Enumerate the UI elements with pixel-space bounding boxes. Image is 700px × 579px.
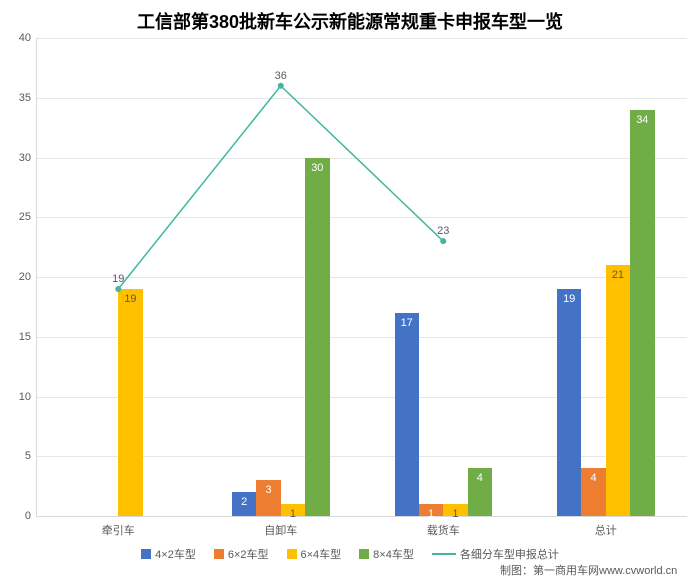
y-tick-label: 35 [19, 92, 37, 104]
legend-label: 各细分车型申报总计 [460, 546, 559, 562]
bar-value-label: 4 [581, 472, 605, 484]
legend-swatch [214, 549, 224, 559]
y-tick-label: 5 [25, 450, 37, 462]
legend-swatch [287, 549, 297, 559]
y-tick-label: 20 [19, 271, 37, 283]
legend-label: 8×4车型 [373, 546, 414, 562]
gridline [37, 98, 687, 99]
line-value-label: 19 [112, 273, 124, 285]
legend-label: 4×2车型 [155, 546, 196, 562]
gridline [37, 158, 687, 159]
bar-value-label: 1 [281, 508, 305, 520]
legend-item: 6×2车型 [214, 546, 269, 562]
x-tick-label: 总计 [595, 516, 617, 538]
bar-value-label: 1 [443, 508, 467, 520]
bar: 4 [581, 468, 605, 516]
legend-swatch [141, 549, 151, 559]
legend-swatch [359, 549, 369, 559]
credit-text: 制图：第一商用车网www.cvworld.cn [500, 562, 677, 578]
legend-item: 4×2车型 [141, 546, 196, 562]
line-marker [278, 83, 284, 89]
gridline [37, 277, 687, 278]
x-tick-label: 牵引车 [102, 516, 135, 538]
legend-label: 6×4车型 [301, 546, 342, 562]
legend-item: 6×4车型 [287, 546, 342, 562]
legend-label: 6×2车型 [228, 546, 269, 562]
bar-value-label: 19 [118, 293, 142, 305]
bar: 19 [557, 289, 581, 516]
y-tick-label: 0 [25, 510, 37, 522]
bar-value-label: 4 [468, 472, 492, 484]
bar-value-label: 34 [630, 114, 654, 126]
plot-area: 0510152025303540牵引车19自卸车23130载货车17114总计1… [36, 38, 687, 517]
line-marker [440, 238, 446, 244]
bar: 1 [443, 504, 467, 516]
bar: 3 [256, 480, 280, 516]
bar-value-label: 3 [256, 484, 280, 496]
y-tick-label: 30 [19, 152, 37, 164]
legend-item: 8×4车型 [359, 546, 414, 562]
bar-value-label: 30 [305, 162, 329, 174]
bar: 17 [395, 313, 419, 516]
bar-value-label: 19 [557, 293, 581, 305]
line-series [118, 86, 443, 289]
bar: 1 [419, 504, 443, 516]
chart-title: 工信部第380批新车公示新能源常规重卡申报车型一览 [0, 8, 700, 34]
bar-value-label: 1 [419, 508, 443, 520]
bar: 34 [630, 110, 654, 516]
gridline [37, 217, 687, 218]
bar: 4 [468, 468, 492, 516]
legend: 4×2车型 6×2车型 6×4车型 8×4车型 各细分车型申报总计 [0, 546, 700, 562]
bar: 30 [305, 158, 329, 517]
y-tick-label: 40 [19, 32, 37, 44]
y-tick-label: 25 [19, 211, 37, 223]
gridline [37, 38, 687, 39]
bar-value-label: 17 [395, 317, 419, 329]
bar: 1 [281, 504, 305, 516]
y-tick-label: 15 [19, 331, 37, 343]
bar-value-label: 21 [606, 269, 630, 281]
bar-value-label: 2 [232, 496, 256, 508]
line-value-label: 36 [275, 70, 287, 82]
legend-item: 各细分车型申报总计 [432, 546, 559, 562]
bar: 19 [118, 289, 142, 516]
bar: 21 [606, 265, 630, 516]
line-value-label: 23 [437, 225, 449, 237]
bar: 2 [232, 492, 256, 516]
y-tick-label: 10 [19, 391, 37, 403]
legend-line-swatch [432, 553, 456, 555]
